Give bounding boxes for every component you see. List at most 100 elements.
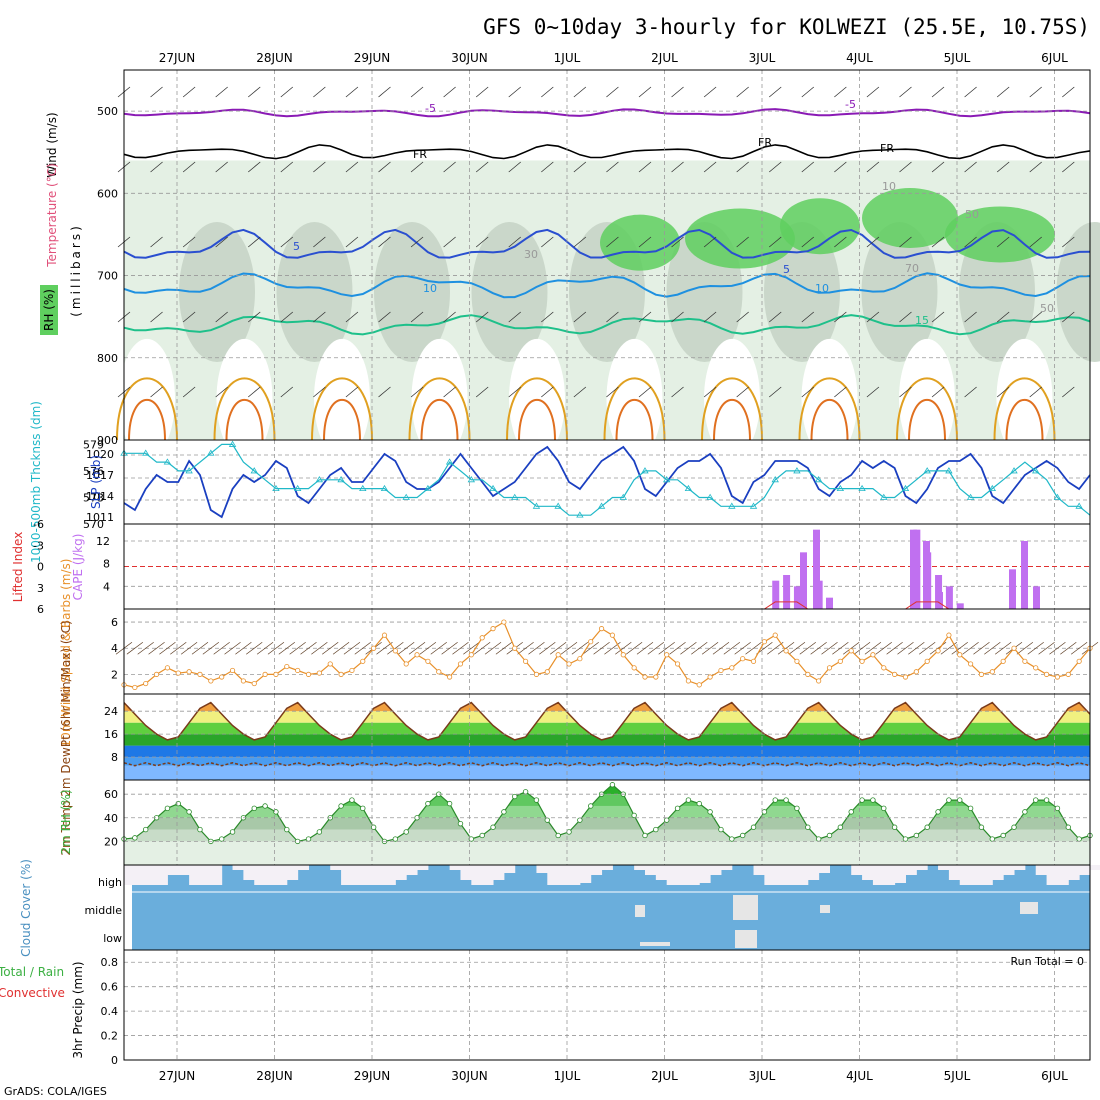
wind-barb — [1029, 236, 1042, 248]
wind-barb — [638, 86, 652, 98]
y-tick-label: 20 — [104, 835, 118, 848]
wind-barb — [247, 161, 261, 173]
rh-marker — [913, 832, 920, 839]
wind-barb — [410, 311, 424, 323]
contour-label: 50 — [1040, 302, 1054, 315]
date-axis-bottom: 27JUN 28JUN 29JUN 30JUN 1JUL 2JUL 3JUL 4… — [159, 1069, 1068, 1083]
dry-surface-region — [899, 338, 955, 459]
rh-marker — [772, 797, 778, 803]
dry-surface-region — [704, 338, 760, 459]
rh-marker — [848, 809, 854, 815]
wind-panel: 6 4 2 10m Wind Speed & Barbs (m/s) — [59, 559, 1099, 747]
thickness-marker — [858, 484, 866, 492]
y-axis-label: RH (%) — [42, 289, 56, 331]
wind-barb — [897, 641, 914, 655]
rh-marker — [967, 805, 974, 812]
wind-barb — [768, 311, 782, 323]
wind-barb — [671, 386, 684, 398]
panel-frame — [123, 949, 1091, 1061]
wind-barb — [313, 86, 326, 98]
wind-barb — [931, 386, 945, 398]
wind-barb — [410, 86, 424, 98]
temp-contour-15 — [123, 314, 1091, 336]
cloud-clear-cell — [330, 865, 342, 870]
wind-speed-marker — [946, 632, 952, 638]
cloud-clear-cell — [733, 895, 758, 920]
temp-contour-25 — [713, 398, 751, 441]
temp-contour-minus5 — [123, 108, 1091, 118]
dry-surface-region — [801, 338, 858, 459]
cloud-layers — [123, 864, 1100, 951]
wind-barb — [810, 641, 827, 655]
rh-marker — [946, 797, 952, 803]
wind-barb — [215, 311, 228, 323]
cape-panel: -6 -3 0 3 6 12 8 4 Lifted Index CAPE (J/… — [11, 518, 1091, 616]
temp-contour-20 — [896, 377, 958, 441]
cloud-clear-cell — [569, 865, 581, 885]
wind-barb — [508, 161, 521, 173]
date-label: 28JUN — [256, 1069, 293, 1083]
wind-barb — [768, 86, 782, 98]
date-label: 6JUL — [1041, 51, 1068, 65]
wind-barb — [931, 86, 945, 98]
temp-band — [124, 734, 1090, 746]
rh-marker — [718, 826, 724, 833]
thickness-marker — [749, 502, 758, 509]
precip-panel: 0.8 0.6 0.4 0.2 0 Total / Rain Convectiv… — [0, 949, 1091, 1067]
temp-contour-25 — [128, 398, 166, 441]
date-label: 5JUL — [944, 1069, 971, 1083]
cloud-clear-cell — [124, 865, 136, 885]
cloud-clear-cell — [558, 865, 570, 885]
cloud-clear-cell — [635, 905, 645, 917]
rh-band — [124, 805, 1090, 818]
rh-marker — [1033, 797, 1039, 803]
y-tick-label: 60 — [104, 788, 118, 801]
wind-barb — [508, 386, 521, 398]
temp-contour-25 — [225, 398, 264, 441]
wind-barb — [1029, 86, 1042, 98]
wind-speed-marker — [457, 661, 464, 667]
wind-barb — [343, 641, 361, 655]
wind-barb — [834, 86, 847, 98]
rh-marker — [674, 805, 681, 812]
cape-bar — [793, 586, 801, 609]
wind-barb — [345, 236, 359, 248]
wind-barb — [150, 86, 163, 98]
y-tick-label: 4 — [103, 580, 110, 593]
cape-bar — [813, 529, 820, 609]
thickness-marker — [142, 449, 150, 456]
wind-barb — [671, 161, 684, 173]
y-tick-label: 3 — [37, 582, 44, 595]
wind-barb — [799, 641, 817, 655]
wind-barb — [517, 641, 534, 655]
wind-speed-marker — [664, 652, 670, 658]
wind-barb — [246, 641, 263, 655]
thickness-marker — [467, 476, 476, 483]
wind-speed-marker — [870, 652, 876, 658]
thickness-marker — [380, 484, 389, 492]
cloud-clear-cell — [471, 865, 483, 885]
wind-barb — [801, 236, 815, 248]
wind-barb — [658, 641, 675, 655]
wind-speed-marker — [175, 670, 181, 676]
wind-barb — [541, 236, 554, 248]
wind-speed-marker — [327, 661, 333, 667]
wind-speed-marker — [186, 669, 192, 675]
rh-marker — [978, 824, 985, 830]
rh-legend-swatch — [40, 285, 58, 335]
y-tick-label: 1011 — [86, 511, 114, 524]
date-label: 2JUL — [651, 51, 678, 65]
cloud-clear-cell — [134, 865, 147, 885]
date-label: 1JUL — [554, 51, 581, 65]
cloud-clear-cell — [1014, 865, 1026, 870]
wind-speed-marker — [642, 674, 648, 680]
cloud-clear-cell — [1035, 865, 1048, 875]
y-axis-label: CAPE (J/kg) — [71, 534, 85, 601]
wind-speed-marker — [164, 665, 171, 671]
cloud-clear-cell — [199, 865, 212, 885]
cloud-clear-cell — [482, 865, 494, 885]
layer-label: high — [98, 876, 122, 889]
rh-marker — [218, 836, 225, 842]
wind-barb — [549, 641, 567, 655]
rh-marker — [837, 824, 844, 830]
